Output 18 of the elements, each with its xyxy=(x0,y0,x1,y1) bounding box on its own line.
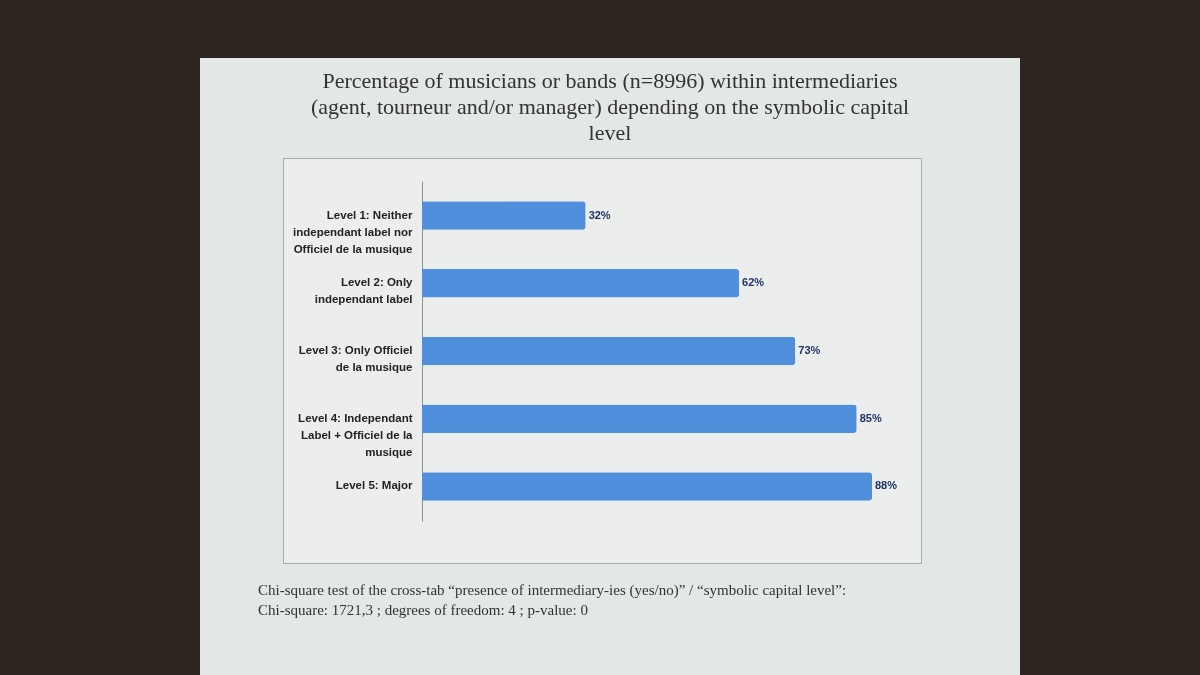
text: Chi-square test of the cross-tab “presence of intermediary-ies (yes/no)” / “symbolic capital level”: xyxy=(258,581,848,600)
y-tick-label: Level 1: Neither independant label nor Officiel de la musique xyxy=(293,208,414,255)
data-label: 88% xyxy=(875,479,898,492)
data-label: 32% xyxy=(588,208,611,221)
bar xyxy=(422,269,740,298)
y-tick-label: Level 5: Major xyxy=(335,479,414,492)
bar xyxy=(422,336,796,366)
data-label: 85% xyxy=(859,411,882,424)
y-tick-label: Level 2: Only independant label xyxy=(314,276,414,306)
data-label: 62% xyxy=(742,276,765,289)
data-label: 73% xyxy=(798,344,821,356)
y-tick-label: Level 3: Only Officiel de la musique xyxy=(298,344,413,373)
y-tick-label: Level 4: Independant Label + Officiel de la musique xyxy=(298,411,414,458)
bar xyxy=(422,404,857,433)
bar xyxy=(422,201,586,230)
bar xyxy=(422,472,872,501)
text: Chi-square: 1721,3 ; degrees of freedom: 4 ; p-value: 0 xyxy=(258,601,589,620)
chart-title: Percentage of musicians or bands (n=8996) within intermediaries (agent, tourneur and/or manager) depending on the symbolic capital level xyxy=(309,68,911,146)
